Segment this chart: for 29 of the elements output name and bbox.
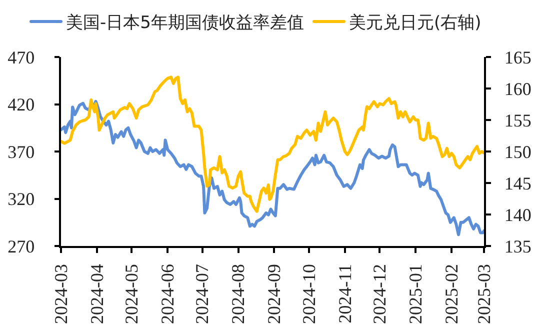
line-series <box>61 100 484 236</box>
legend-label: 美国-日本5年期国债收益率差值 <box>66 13 304 34</box>
legend-label: 美元兑日元(右轴) <box>348 13 482 34</box>
y-tick-label: 470 <box>8 47 35 68</box>
y2-tick-label: 140 <box>504 204 532 225</box>
x-tick-label: 2024-10 <box>298 264 319 324</box>
x-tick-label: 2024-12 <box>370 264 390 324</box>
x-tick-label: 2025-03 <box>474 264 494 324</box>
x-tick-label: 2025-01 <box>405 264 426 324</box>
y2-tick-label: 155 <box>504 110 532 130</box>
x-tick-label: 2024-07 <box>192 264 212 324</box>
y2-tick-label: 135 <box>504 236 532 256</box>
y2-tick-label: 145 <box>504 173 532 194</box>
y2-tick-label: 165 <box>504 47 532 68</box>
x-tick-label: 2024-11 <box>334 264 355 324</box>
x-tick-label: 2024-04 <box>86 264 107 324</box>
y-tick-label: 270 <box>8 236 35 256</box>
x-tick-label: 2024-05 <box>122 264 142 324</box>
y-tick-label: 370 <box>8 142 35 162</box>
x-tick-label: 2025-02 <box>441 264 462 324</box>
x-tick-label: 2024-06 <box>157 264 178 324</box>
x-tick-label: 2024-09 <box>264 264 284 324</box>
x-tick-label: 2024-08 <box>228 264 248 324</box>
y2-tick-label: 150 <box>504 142 532 162</box>
y-tick-label: 320 <box>8 189 35 210</box>
y-tick-label: 420 <box>8 94 35 115</box>
x-tick-label: 2024-03 <box>50 264 71 324</box>
y2-tick-label: 160 <box>504 78 532 99</box>
line-series <box>61 76 484 213</box>
